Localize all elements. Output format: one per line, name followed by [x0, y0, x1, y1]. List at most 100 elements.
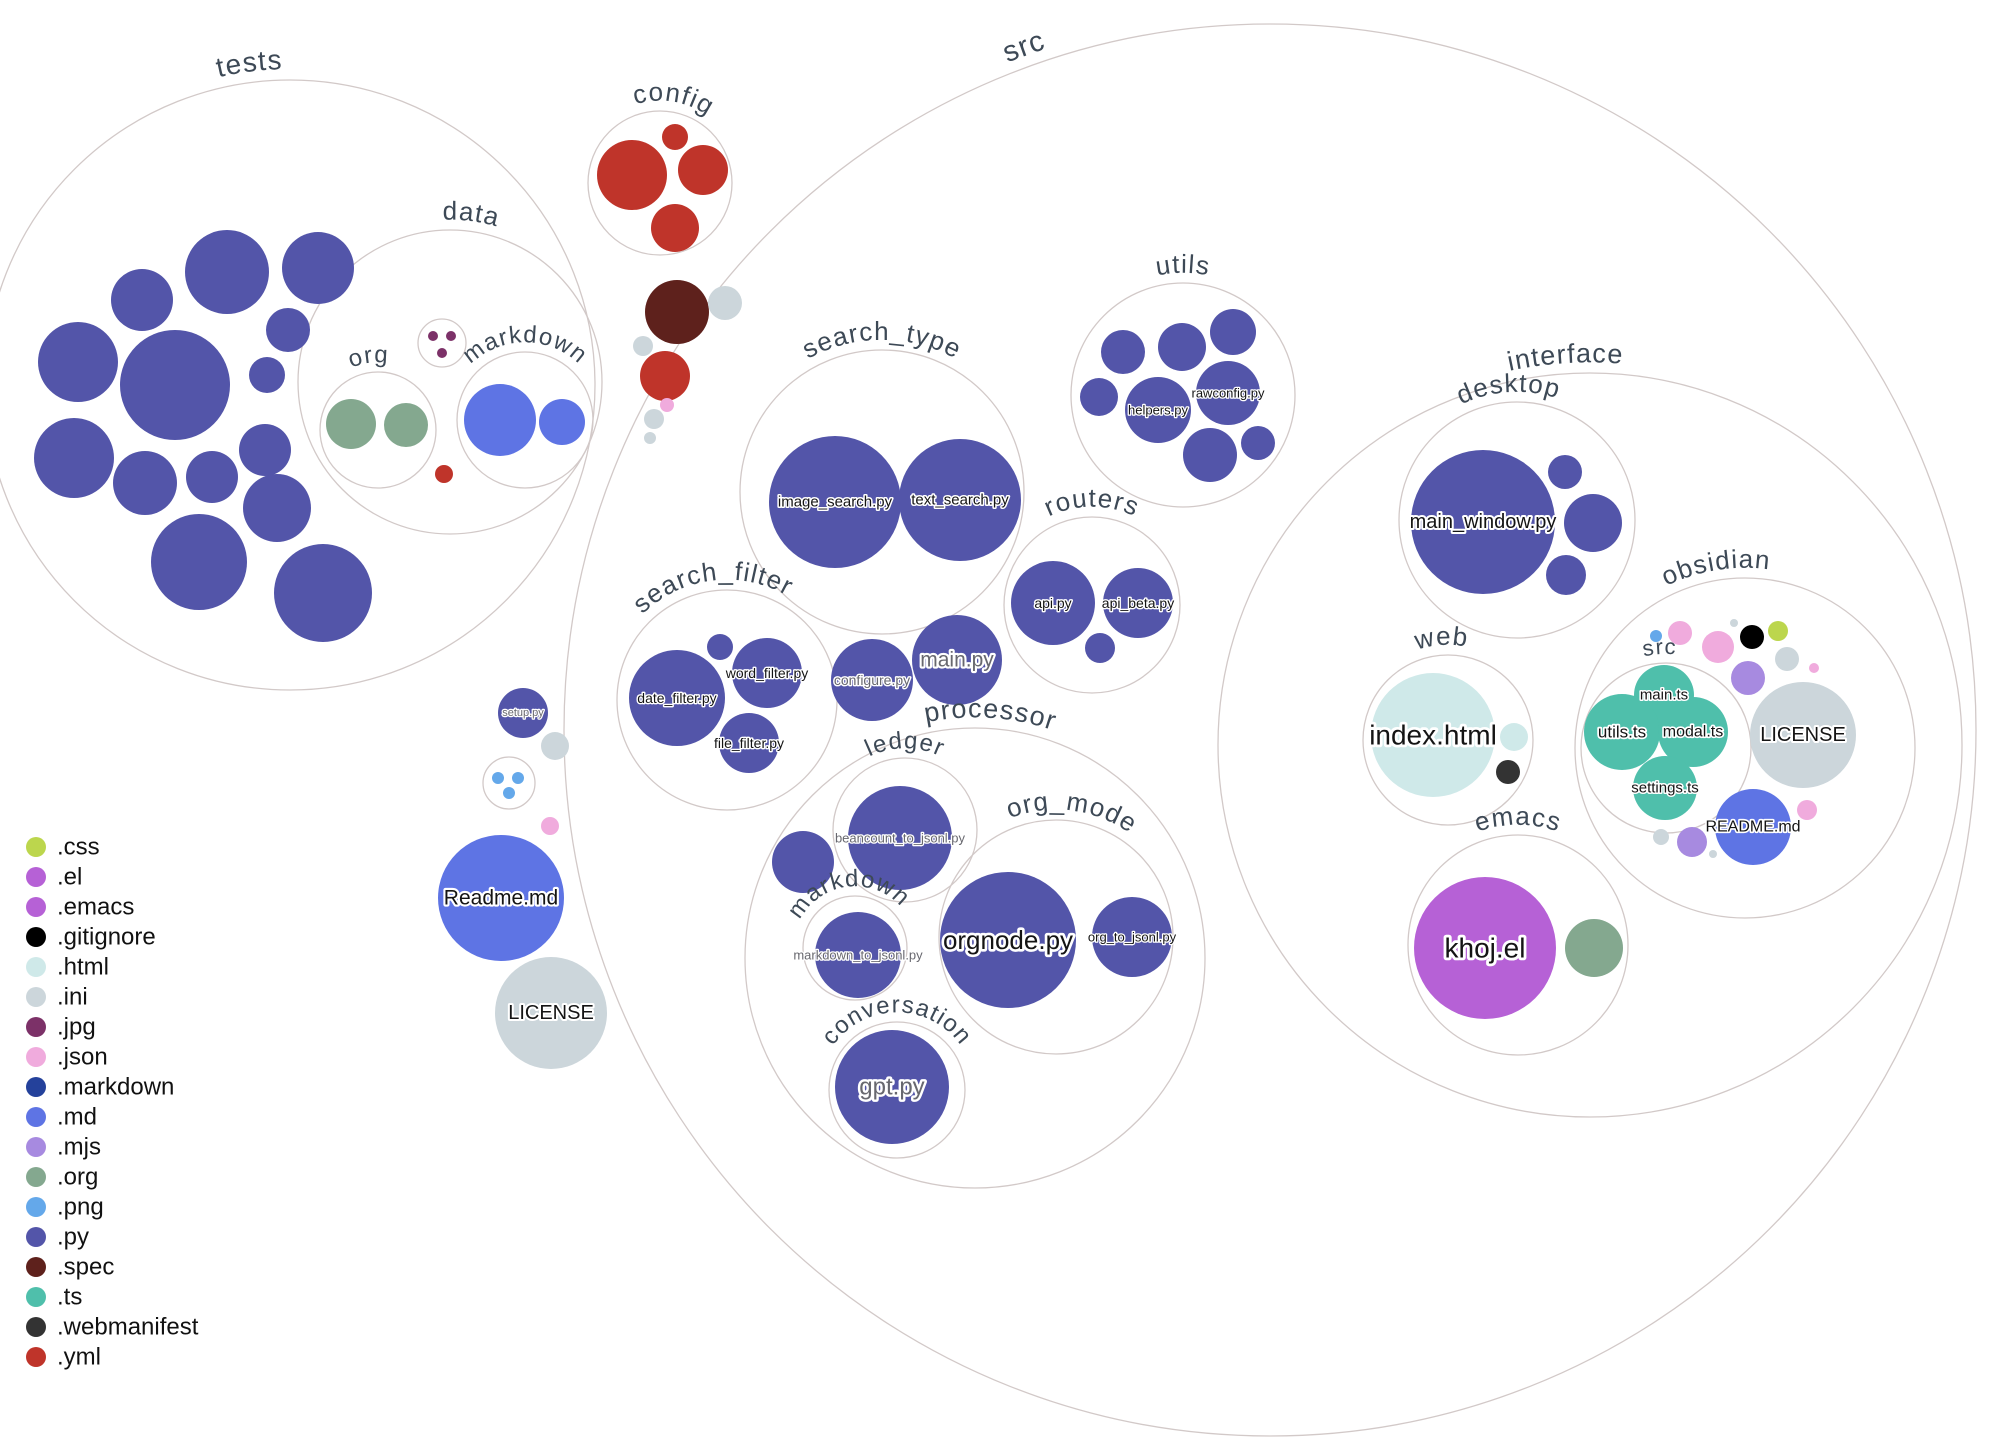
folder-circle-tests[interactable] [0, 79, 596, 691]
file-circle-json-file[interactable] [541, 817, 559, 835]
file-circle-json-file[interactable] [1809, 663, 1819, 673]
file-circle-gpt-py[interactable] [835, 1030, 949, 1144]
file-circle-gitignore-file[interactable] [1740, 625, 1764, 649]
file-circle-jpg-file[interactable] [437, 348, 447, 358]
folder-circle-src[interactable] [563, 23, 1977, 1437]
file-circle-word-filter-py[interactable] [732, 638, 802, 708]
folder-circle-ledger[interactable] [832, 757, 978, 903]
file-circle-yml-file[interactable] [640, 351, 690, 401]
file-circle-readme-md[interactable] [1715, 789, 1791, 865]
file-circle-mjs-file[interactable] [1731, 661, 1765, 695]
file-circle-settings-ts[interactable] [1633, 756, 1697, 820]
file-circle-py-file[interactable] [186, 451, 238, 503]
file-circle-api-beta-py[interactable] [1103, 568, 1173, 638]
folder-circle-markdown[interactable] [456, 351, 594, 489]
file-circle-ini-file[interactable] [1653, 829, 1669, 845]
file-circle-py-file[interactable] [1546, 555, 1586, 595]
file-circle-py-file[interactable] [1564, 494, 1622, 552]
folder-circle-unnamed[interactable] [417, 318, 467, 368]
folder-circle-config[interactable] [587, 110, 733, 256]
folder-circle-emacs[interactable] [1407, 834, 1629, 1056]
file-circle-date-filter-py[interactable] [629, 650, 725, 746]
file-circle-markdown-to-jsonl-py[interactable] [815, 912, 901, 998]
file-circle-main-py[interactable] [912, 615, 1002, 705]
file-circle-readme-md[interactable] [438, 835, 564, 961]
file-circle-py-file[interactable] [1080, 378, 1118, 416]
folder-circle-org-mode[interactable] [938, 819, 1174, 1055]
file-circle-org-file[interactable] [384, 403, 428, 447]
file-circle-org-file[interactable] [1565, 919, 1623, 977]
file-circle-py-file[interactable] [707, 634, 733, 660]
folder-circle-markdown[interactable] [802, 895, 908, 1001]
file-circle-py-file[interactable] [111, 269, 173, 331]
file-circle-py-file[interactable] [185, 230, 269, 314]
file-circle-md-file[interactable] [539, 399, 585, 445]
file-circle-py-file[interactable] [274, 544, 372, 642]
file-circle-ini-file[interactable] [708, 286, 742, 320]
file-circle-ini-file[interactable] [644, 409, 664, 429]
file-circle-py-file[interactable] [1158, 323, 1206, 371]
file-circle-py-file[interactable] [1548, 455, 1582, 489]
file-circle-orgnode-py[interactable] [940, 872, 1076, 1008]
file-circle-py-file[interactable] [38, 322, 118, 402]
file-circle-utils-ts[interactable] [1584, 694, 1660, 770]
folder-circle-web[interactable] [1362, 654, 1534, 826]
file-circle-py-file[interactable] [1241, 426, 1275, 460]
file-circle-ini-file[interactable] [633, 336, 653, 356]
folder-circle-search-type[interactable] [739, 349, 1025, 635]
file-circle-license[interactable] [1750, 682, 1856, 788]
file-circle-py-file[interactable] [239, 424, 291, 476]
folder-circle-org[interactable] [319, 371, 437, 489]
file-circle-rawconfig-py[interactable] [1196, 361, 1260, 425]
file-circle-py-file[interactable] [266, 308, 310, 352]
file-circle-beancount-to-jsonl-py[interactable] [848, 786, 952, 890]
file-circle-css-file[interactable] [1768, 621, 1788, 641]
file-circle-json-file[interactable] [1797, 800, 1817, 820]
file-circle-image-search-py[interactable] [769, 436, 901, 568]
file-circle-json-file[interactable] [660, 398, 674, 412]
file-circle-org-file[interactable] [326, 399, 376, 449]
folder-circle-unnamed[interactable] [482, 756, 536, 810]
file-circle-yml-file[interactable] [662, 124, 688, 150]
file-circle-png-file[interactable] [503, 787, 515, 799]
file-circle-api-py[interactable] [1011, 561, 1095, 645]
file-circle-helpers-py[interactable] [1125, 377, 1191, 443]
folder-circle-interface[interactable] [1217, 372, 1963, 1118]
file-circle-modal-ts[interactable] [1658, 697, 1728, 767]
file-circle-py-file[interactable] [1210, 309, 1256, 355]
file-circle-html-file[interactable] [1500, 723, 1528, 751]
file-circle-yml-file[interactable] [651, 204, 699, 252]
file-circle-ini-file[interactable] [1775, 647, 1799, 671]
file-circle-khoj-el[interactable] [1414, 877, 1556, 1019]
folder-circle-processor[interactable] [744, 727, 1206, 1189]
file-circle-py-file[interactable] [1085, 633, 1115, 663]
file-circle-spec-file[interactable] [645, 280, 709, 344]
file-circle-ini-file[interactable] [1730, 619, 1738, 627]
file-circle-index-html[interactable] [1371, 673, 1495, 797]
file-circle-py-file[interactable] [113, 451, 177, 515]
folder-circle-obsidian[interactable] [1574, 577, 1916, 919]
file-circle-py-file[interactable] [249, 357, 285, 393]
folder-circle-conversation[interactable] [828, 1021, 966, 1159]
file-circle-yml-file[interactable] [678, 145, 728, 195]
file-circle-yml-file[interactable] [435, 465, 453, 483]
file-circle-png-file[interactable] [512, 772, 524, 784]
file-circle-py-file[interactable] [243, 474, 311, 542]
file-circle-py-file[interactable] [772, 831, 834, 893]
file-circle-org-to-jsonl-py[interactable] [1092, 897, 1172, 977]
folder-circle-routers[interactable] [1003, 516, 1181, 694]
file-circle-ini-file[interactable] [1709, 850, 1717, 858]
file-circle-py-file[interactable] [1183, 428, 1237, 482]
file-circle-jpg-file[interactable] [428, 331, 438, 341]
file-circle-py-file[interactable] [120, 330, 230, 440]
file-circle-ini-file[interactable] [541, 732, 569, 760]
file-circle-png-file[interactable] [1650, 630, 1662, 642]
folder-circle-utils[interactable] [1070, 282, 1296, 508]
file-circle-yml-file[interactable] [597, 140, 667, 210]
file-circle-license[interactable] [495, 957, 607, 1069]
file-circle-md-file[interactable] [464, 384, 536, 456]
file-circle-json-file[interactable] [1702, 631, 1734, 663]
file-circle-jpg-file[interactable] [446, 331, 456, 341]
file-circle-file-filter-py[interactable] [719, 713, 779, 773]
folder-circle-desktop[interactable] [1398, 401, 1636, 639]
